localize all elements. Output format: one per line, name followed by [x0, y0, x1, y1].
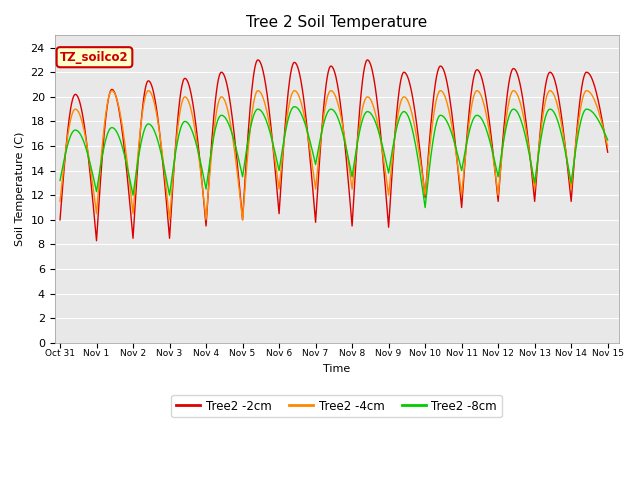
Tree2 -2cm: [447, 108, 455, 114]
Tree2 -2cm: [77, 102, 84, 108]
Line: Tree2 -8cm: Tree2 -8cm: [60, 107, 607, 207]
Text: TZ_soilco2: TZ_soilco2: [60, 51, 129, 64]
Tree2 -4cm: [77, 114, 84, 120]
Tree2 -8cm: [242, 151, 250, 157]
X-axis label: Time: Time: [323, 364, 350, 373]
Tree2 -8cm: [451, 139, 458, 145]
Tree2 -4cm: [438, 88, 445, 94]
Tree2 -2cm: [180, 76, 188, 82]
Title: Tree 2 Soil Temperature: Tree 2 Soil Temperature: [246, 15, 428, 30]
Tree2 -2cm: [243, 156, 250, 161]
Tree2 -4cm: [56, 199, 64, 204]
Line: Tree2 -4cm: Tree2 -4cm: [60, 91, 607, 220]
Tree2 -8cm: [438, 112, 445, 118]
Tree2 -8cm: [291, 104, 298, 109]
Tree2 -2cm: [93, 238, 100, 244]
Tree2 -8cm: [180, 120, 188, 125]
Tree2 -2cm: [451, 131, 458, 137]
Tree2 -2cm: [604, 149, 611, 155]
Tree2 -4cm: [451, 138, 458, 144]
Tree2 -2cm: [56, 217, 64, 223]
Tree2 -8cm: [77, 132, 84, 137]
Tree2 -4cm: [447, 121, 455, 127]
Tree2 -4cm: [243, 162, 251, 168]
Tree2 -8cm: [604, 137, 611, 143]
Tree2 -4cm: [166, 217, 173, 223]
Tree2 -2cm: [438, 63, 445, 69]
Tree2 -4cm: [604, 143, 611, 149]
Line: Tree2 -2cm: Tree2 -2cm: [60, 60, 607, 241]
Y-axis label: Soil Temperature (C): Soil Temperature (C): [15, 132, 25, 246]
Tree2 -8cm: [56, 178, 64, 183]
Tree2 -8cm: [447, 130, 455, 136]
Legend: Tree2 -2cm, Tree2 -4cm, Tree2 -8cm: Tree2 -2cm, Tree2 -4cm, Tree2 -8cm: [172, 395, 502, 417]
Tree2 -8cm: [421, 204, 429, 210]
Tree2 -2cm: [254, 57, 262, 63]
Tree2 -4cm: [180, 94, 188, 100]
Tree2 -4cm: [108, 88, 116, 94]
